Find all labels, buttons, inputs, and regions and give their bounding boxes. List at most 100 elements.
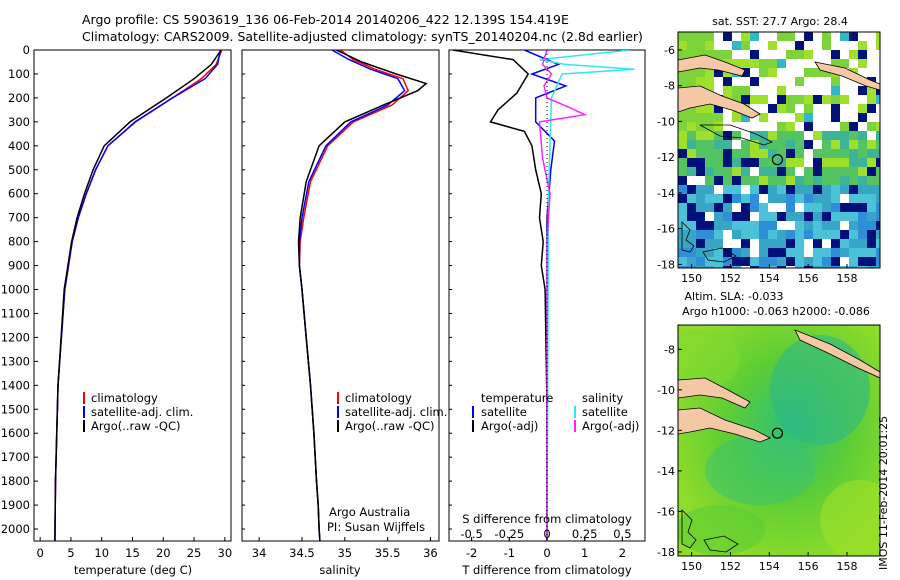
sst-cell [858,32,868,42]
sst-cell [750,203,760,213]
depth-tick-label: 500 [8,163,30,177]
sst-cell [840,113,850,123]
sst-cell [831,131,841,141]
sst-map-title: sat. SST: 27.7 Argo: 28.4 [712,15,848,28]
sst-cell [678,50,688,60]
altim-lat-tick-label: -10 [657,384,675,397]
sst-cell [759,266,769,268]
argo-position-marker [771,154,784,166]
sst-cell [831,50,841,60]
sst-cell [858,59,868,69]
sst-cell [840,176,850,186]
sst-cell [705,194,715,204]
sst-cell [777,50,787,60]
sst-cell [750,104,760,114]
sst-cell [678,131,688,141]
sst-cell [714,68,724,78]
sst-cell [759,86,769,96]
sst-cell [687,68,697,78]
sst-cell [768,149,778,159]
sst-cell [750,230,760,240]
sst-cell [759,158,769,168]
sst-cell [759,131,769,141]
sst-cell [750,131,760,141]
sst-cell [876,68,880,78]
sst-cell [786,140,796,150]
sst-cell [714,140,724,150]
sst-cell [849,41,859,51]
sst-cell [822,221,832,231]
depth-tick-label: 1700 [1,450,30,464]
sst-cell [750,194,760,204]
sst-cell [732,167,742,177]
sst-cell [813,203,823,213]
sst-cell [822,203,832,213]
sst-cell [750,113,760,123]
sst-cell [750,248,760,258]
sst-cell [876,41,880,51]
sst-cell [723,203,733,213]
sst-cell [822,266,832,268]
sst-cell [696,50,706,60]
sst-cell [840,122,850,132]
sst-lat-tick-label: -14 [657,187,675,200]
sst-cell [849,221,859,231]
sst-cell [768,59,778,69]
sst-lat-tick-label: -12 [657,151,675,164]
sst-cell [759,176,769,186]
sst-cell [858,212,868,222]
sst-cell [750,266,760,268]
sst-cell [795,68,805,78]
temperature-axis-label: temperature (deg C) [74,563,192,577]
sst-cell [759,32,769,42]
sst-cell [714,149,724,159]
land-polygon [678,407,771,443]
sst-cell [750,221,760,231]
sst-cell [705,140,715,150]
sst-cell [750,158,760,168]
sst-cell [777,239,787,249]
sst-cell [804,248,814,258]
sst-cell [831,86,841,96]
sst-cell [795,176,805,186]
land-polygon [678,377,751,409]
sst-cell [723,248,733,258]
sst-cell [714,86,724,96]
sst-cell [732,77,742,87]
sst-cell [876,212,880,222]
sst-cell [813,257,823,267]
sst-cell [696,32,706,42]
sst-cell [849,50,859,60]
sst-cell [723,194,733,204]
sst-cell [867,86,877,96]
sst-cell [876,230,880,240]
sst-cell [876,113,880,123]
sst-cell [858,176,868,186]
sst-cell [813,68,823,78]
legend-label-t-satellite: satellite [481,405,527,419]
sst-cell [732,50,742,60]
sst-cell [876,149,880,159]
sst-cell [777,131,787,141]
sst-cell [678,113,688,123]
sst-cell [876,203,880,213]
depth-tick-label: 200 [8,91,30,105]
sst-cell [840,185,850,195]
series-line-temperature-argo-adj- [452,50,548,541]
sst-cell [876,131,880,141]
sst-cell [876,185,880,195]
legend-label-s-argo: Argo(-adj) [582,419,639,433]
sst-cell [795,221,805,231]
temperature-tick-label: 15 [125,546,140,560]
sst-cell [786,131,796,141]
sst-cell [786,212,796,222]
sst-map [678,32,880,268]
sst-cell [678,41,688,51]
sst-cell [822,248,832,258]
sst-cell [858,230,868,240]
sst-cell [705,149,715,159]
sst-cell [768,122,778,132]
sst-cell [858,86,868,96]
sst-cell [723,77,733,87]
sst-cell [750,59,760,69]
